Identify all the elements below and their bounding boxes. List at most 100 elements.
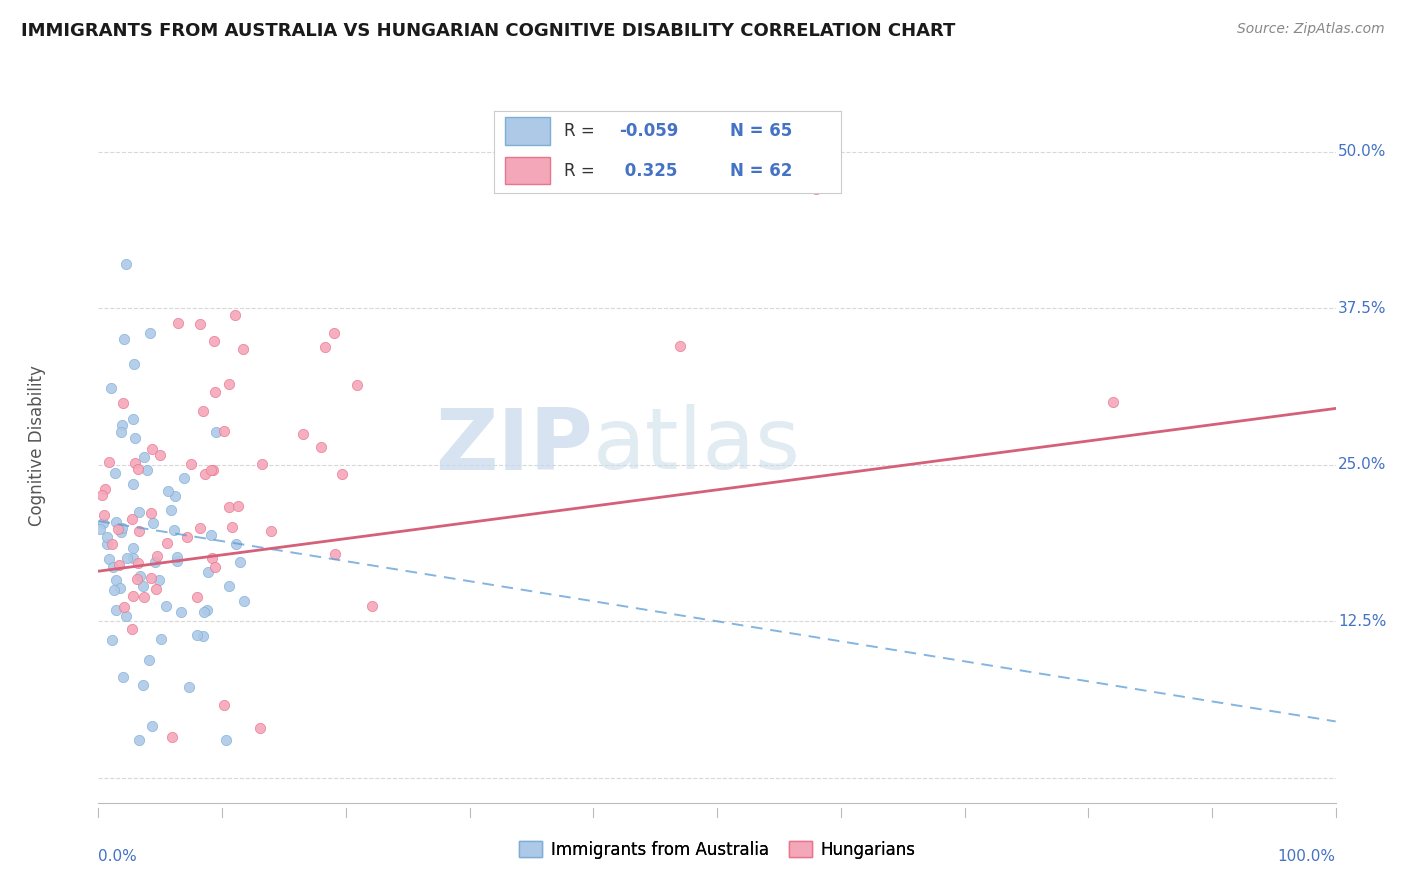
- Point: [804, 182, 827, 196]
- Text: Source: ZipAtlas.com: Source: ZipAtlas.com: [1237, 22, 1385, 37]
- Point: [160, 502, 183, 516]
- Point: [197, 566, 219, 580]
- Point: [215, 733, 238, 747]
- Point: [1102, 395, 1125, 409]
- Point: [148, 573, 170, 587]
- Point: [139, 326, 162, 341]
- Point: [128, 733, 150, 747]
- Point: [94, 482, 117, 496]
- Point: [121, 551, 143, 566]
- Point: [110, 425, 132, 439]
- Point: [141, 719, 163, 733]
- Point: [96, 537, 118, 551]
- Point: [96, 530, 118, 544]
- Point: [132, 590, 155, 604]
- Point: [155, 599, 177, 613]
- Point: [193, 605, 215, 619]
- Point: [166, 316, 188, 330]
- Point: [115, 551, 138, 566]
- Point: [89, 522, 111, 536]
- Point: [249, 721, 271, 735]
- Point: [173, 471, 195, 485]
- Point: [314, 340, 336, 354]
- Point: [115, 609, 138, 624]
- Point: [93, 508, 115, 523]
- Point: [101, 537, 124, 551]
- Point: [156, 484, 179, 499]
- Point: [108, 558, 131, 573]
- Point: [107, 522, 129, 536]
- Point: [202, 334, 225, 348]
- Point: [212, 425, 235, 439]
- Text: 0.0%: 0.0%: [98, 849, 138, 864]
- Point: [204, 384, 226, 399]
- Point: [122, 412, 145, 426]
- Point: [176, 531, 198, 545]
- Point: [108, 582, 131, 596]
- Point: [124, 431, 146, 445]
- Point: [103, 583, 125, 598]
- Point: [166, 549, 188, 564]
- Point: [138, 653, 160, 667]
- Point: [323, 547, 346, 561]
- Point: [188, 520, 211, 534]
- Point: [201, 550, 224, 565]
- Point: [104, 467, 127, 481]
- Point: [292, 426, 315, 441]
- Point: [228, 499, 250, 513]
- Point: [129, 569, 152, 583]
- Point: [669, 339, 692, 353]
- Point: [149, 448, 172, 462]
- Point: [121, 590, 143, 604]
- Text: 50.0%: 50.0%: [1339, 145, 1386, 160]
- Point: [111, 670, 134, 684]
- Text: ZIP: ZIP: [436, 404, 593, 488]
- Point: [104, 515, 127, 529]
- Point: [195, 603, 218, 617]
- Point: [166, 554, 188, 568]
- Point: [127, 572, 149, 586]
- Point: [91, 488, 114, 502]
- Point: [218, 377, 240, 392]
- Point: [225, 537, 247, 551]
- Point: [128, 505, 150, 519]
- Text: 25.0%: 25.0%: [1339, 458, 1386, 472]
- Point: [121, 477, 143, 491]
- Point: [260, 524, 283, 538]
- Text: 37.5%: 37.5%: [1339, 301, 1386, 316]
- Point: [193, 629, 215, 643]
- Point: [218, 579, 240, 593]
- Point: [100, 381, 122, 395]
- Point: [104, 603, 127, 617]
- Point: [224, 309, 246, 323]
- Point: [135, 463, 157, 477]
- Point: [250, 457, 273, 471]
- Text: 100.0%: 100.0%: [1278, 849, 1336, 864]
- Text: Cognitive Disability: Cognitive Disability: [28, 366, 45, 526]
- Point: [145, 555, 167, 569]
- Point: [155, 536, 177, 550]
- Point: [163, 489, 186, 503]
- Point: [346, 378, 368, 392]
- Legend: Immigrants from Australia, Hungarians: Immigrants from Australia, Hungarians: [512, 835, 922, 866]
- Point: [132, 450, 155, 465]
- Point: [142, 516, 165, 531]
- Point: [188, 317, 211, 331]
- Point: [221, 519, 243, 533]
- Point: [232, 342, 254, 356]
- Point: [132, 678, 155, 692]
- Point: [229, 555, 252, 569]
- Point: [204, 425, 226, 440]
- Point: [194, 467, 217, 482]
- Point: [124, 456, 146, 470]
- Point: [169, 605, 191, 619]
- Point: [114, 257, 136, 271]
- Point: [218, 500, 240, 514]
- Point: [110, 524, 132, 539]
- Point: [98, 455, 121, 469]
- Point: [112, 332, 135, 346]
- Point: [105, 573, 128, 587]
- Text: atlas: atlas: [593, 404, 801, 488]
- Point: [177, 680, 200, 694]
- Point: [160, 730, 183, 744]
